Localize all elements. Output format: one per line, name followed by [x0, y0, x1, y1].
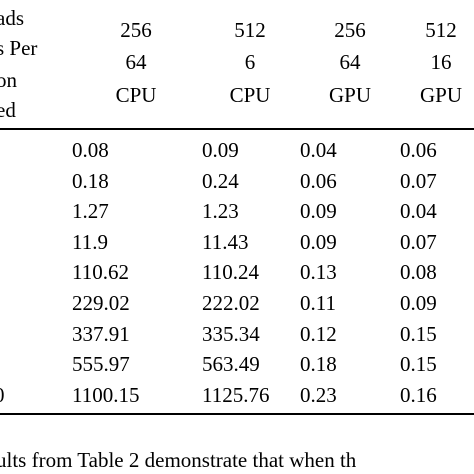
cell: 0.23: [300, 382, 337, 407]
cell: 0.06: [400, 138, 437, 162]
column-header: 256: [334, 18, 366, 42]
cell: 0.13: [300, 260, 337, 285]
cell: 0.15: [400, 352, 437, 377]
header-rule: [0, 128, 474, 130]
row-header-text: ed: [0, 98, 16, 122]
cell: 1100.15: [72, 382, 140, 407]
cell: 0.16: [400, 382, 437, 407]
cell: 1125.76: [202, 382, 270, 407]
column-header: 64: [339, 50, 361, 74]
cell: 337.91: [72, 321, 130, 346]
cell: 0.09: [300, 199, 337, 224]
column-header: GPU: [328, 83, 372, 107]
cell: 11.43: [202, 229, 249, 254]
bottom-rule: [0, 413, 474, 415]
cell: 229.02: [72, 291, 130, 315]
cell: 0.09: [202, 138, 239, 162]
cell: 0.24: [202, 168, 239, 193]
row-header-text: on: [0, 68, 17, 92]
cell: 555.97: [72, 352, 130, 377]
cell: 1.23: [202, 199, 239, 224]
row-label: 0: [0, 383, 5, 407]
cell: 0.07: [400, 168, 437, 193]
cell: 0.09: [300, 229, 337, 254]
cell: 0.18: [72, 168, 109, 193]
column-header: CPU: [229, 83, 271, 107]
cell: 335.34: [202, 321, 260, 346]
cell: 11.9: [72, 229, 108, 254]
cell: 1.27: [72, 199, 109, 224]
column-header: CPU: [115, 83, 157, 107]
cell: 0.04: [300, 138, 337, 162]
cell: 0.18: [300, 352, 337, 377]
cell: 0.04: [400, 199, 437, 224]
cell: 0.12: [300, 321, 337, 346]
row-header-text: s Per: [0, 36, 38, 60]
cell: 0.07: [400, 229, 437, 254]
cell: 0.06: [300, 168, 337, 193]
column-header: GPU: [419, 83, 463, 107]
column-header: 512: [234, 18, 266, 42]
column-header: 16: [430, 50, 452, 74]
column-header: 512: [425, 18, 457, 42]
body-text: ults from Table 2 demonstrate that when …: [0, 448, 357, 472]
cell: 110.62: [72, 260, 129, 285]
cell: 0.09: [400, 291, 437, 315]
cell: 0.11: [300, 291, 336, 315]
row-header-text: ads: [0, 6, 24, 30]
cell: 563.49: [202, 352, 260, 377]
cell: 222.02: [202, 291, 260, 315]
cell: 110.24: [202, 260, 259, 285]
cell: 0.08: [72, 138, 109, 162]
cell: 0.15: [400, 321, 437, 346]
column-header: 6: [244, 50, 256, 74]
column-header: 256: [120, 18, 152, 42]
column-header: 64: [125, 50, 147, 74]
cell: 0.08: [400, 260, 437, 285]
